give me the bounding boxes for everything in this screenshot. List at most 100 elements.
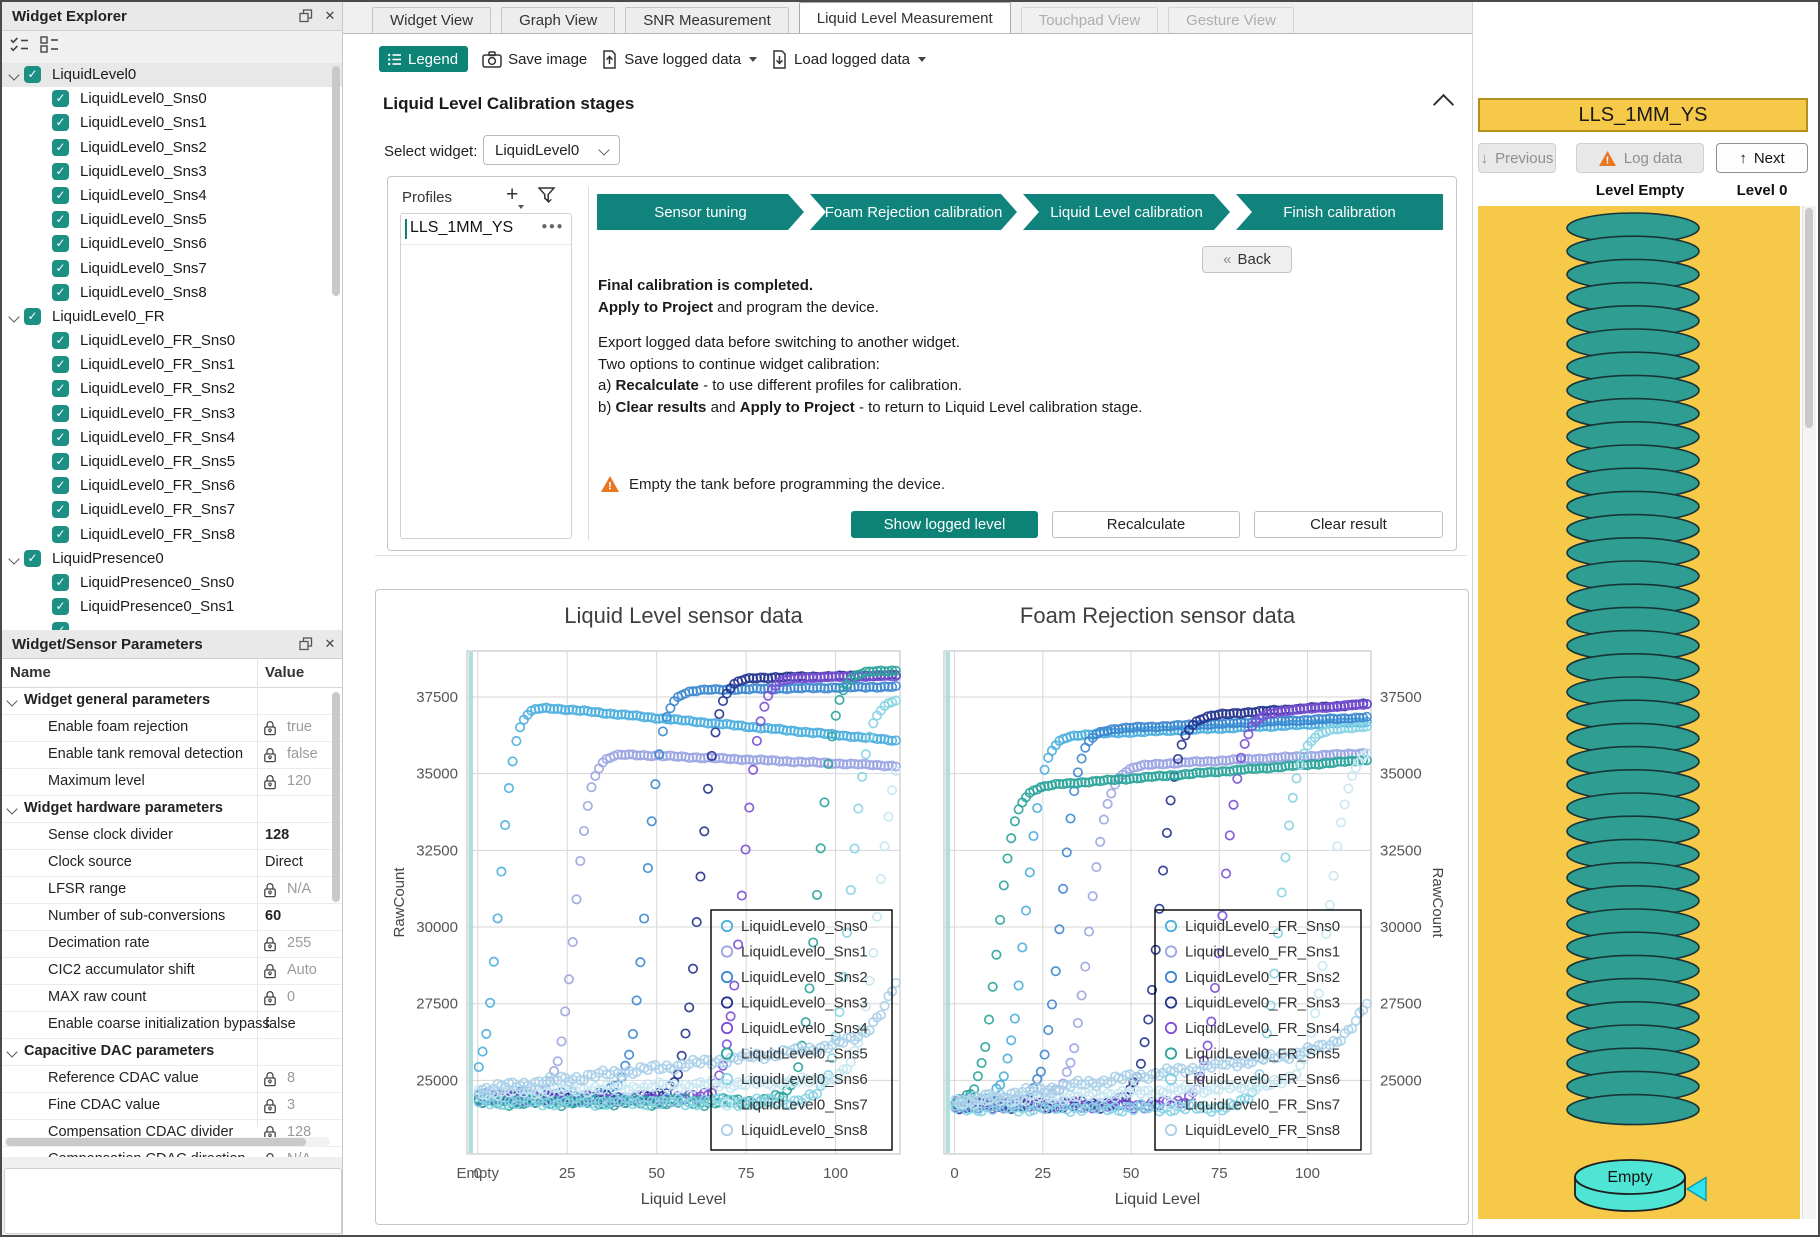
checkbox-checked-icon[interactable]: ✓ <box>52 235 69 252</box>
tab-liquid-level-measurement[interactable]: Liquid Level Measurement <box>799 2 1011 33</box>
svg-text:27500: 27500 <box>1380 996 1422 1013</box>
close-panel-icon[interactable]: ✕ <box>318 634 342 654</box>
tree-item-LiquidLevel0_Sns7[interactable]: ✓LiquidLevel0_Sns7 <box>2 257 342 281</box>
param-value[interactable]: Direct <box>265 854 303 870</box>
tree-item-LiquidLevel0_FR[interactable]: ✓LiquidLevel0_FR <box>2 305 342 329</box>
profile-item[interactable]: LLS_1MM_YS ●●● <box>401 214 571 245</box>
tree-item-LiquidLevel0_Sns2[interactable]: ✓LiquidLevel0_Sns2 <box>2 136 342 160</box>
show-logged-level-button[interactable]: Show logged level <box>851 511 1038 538</box>
svg-text:25: 25 <box>1034 1165 1051 1182</box>
tree-item-LiquidLevel0_FR_Sns3[interactable]: ✓LiquidLevel0_FR_Sns3 <box>2 402 342 426</box>
checkbox-checked-icon[interactable]: ✓ <box>52 526 69 543</box>
checkbox-checked-icon[interactable]: ✓ <box>52 405 69 422</box>
checkbox-checked-icon[interactable]: ✓ <box>52 380 69 397</box>
checkbox-checked-icon[interactable]: ✓ <box>24 66 41 83</box>
param-row-Maximum level: Maximum level120 <box>2 769 342 796</box>
tree-item-LiquidPresence0_Sns1[interactable]: ✓LiquidPresence0_Sns1 <box>2 595 342 619</box>
tree-item-LiquidLevel0_Sns3[interactable]: ✓LiquidLevel0_Sns3 <box>2 160 342 184</box>
tree-item-LiquidLevel0_FR_Sns5[interactable]: ✓LiquidLevel0_FR_Sns5 <box>2 450 342 474</box>
checkbox-checked-icon[interactable]: ✓ <box>52 501 69 518</box>
tree-item-LiquidLevel0_Sns6[interactable]: ✓LiquidLevel0_Sns6 <box>2 232 342 256</box>
float-panel-icon[interactable] <box>294 634 318 654</box>
params-hscrollbar[interactable] <box>4 1137 330 1147</box>
tree-item-LiquidLevel0_FR_Sns2[interactable]: ✓LiquidLevel0_FR_Sns2 <box>2 377 342 401</box>
widget-select-dropdown[interactable]: LiquidLevel0 <box>483 135 620 165</box>
select-widget-label: Select widget: <box>384 143 477 160</box>
svg-text:Foam Rejection sensor data: Foam Rejection sensor data <box>1020 603 1296 628</box>
param-value[interactable]: false <box>265 1016 296 1032</box>
tab-snr-measurement[interactable]: SNR Measurement <box>625 7 789 33</box>
clear-result-button[interactable]: Clear result <box>1254 511 1443 538</box>
svg-text:RawCount: RawCount <box>391 867 408 938</box>
chevron-down-icon[interactable] <box>918 57 926 62</box>
chevron-down-icon[interactable] <box>749 57 757 62</box>
tree-item-LiquidLevel0[interactable]: ✓LiquidLevel0 <box>2 63 342 87</box>
checkbox-checked-icon[interactable]: ✓ <box>52 453 69 470</box>
checkbox-checked-icon[interactable]: ✓ <box>52 622 69 630</box>
checkbox-checked-icon[interactable]: ✓ <box>52 260 69 277</box>
filter-profiles-icon[interactable] <box>538 187 557 212</box>
expander-chevron-icon[interactable] <box>6 803 17 814</box>
tree-item-LiquidLevel0_FR_Sns7[interactable]: ✓LiquidLevel0_FR_Sns7 <box>2 498 342 522</box>
param-value[interactable]: 60 <box>265 908 281 924</box>
tree-item-LiquidLevel0_FR_Sns6[interactable]: ✓LiquidLevel0_FR_Sns6 <box>2 474 342 498</box>
tree-item-partial[interactable]: ✓ <box>2 619 342 630</box>
checkbox-checked-icon[interactable]: ✓ <box>52 429 69 446</box>
expander-chevron-icon[interactable] <box>6 1046 17 1057</box>
tree-item-LiquidLevel0_Sns4[interactable]: ✓LiquidLevel0_Sns4 <box>2 184 342 208</box>
save-logged-data-button[interactable]: Save logged data <box>601 50 757 69</box>
expander-chevron-icon[interactable] <box>8 311 19 322</box>
tree-item-LiquidLevel0_FR_Sns8[interactable]: ✓LiquidLevel0_FR_Sns8 <box>2 523 342 547</box>
float-panel-icon[interactable] <box>294 6 318 26</box>
tree-item-LiquidLevel0_FR_Sns1[interactable]: ✓LiquidLevel0_FR_Sns1 <box>2 353 342 377</box>
checkbox-checked-icon[interactable]: ✓ <box>24 550 41 567</box>
tree-item-LiquidLevel0_Sns0[interactable]: ✓LiquidLevel0_Sns0 <box>2 87 342 111</box>
next-level-button[interactable]: ↑ Next <box>1716 143 1808 173</box>
checkbox-checked-icon[interactable]: ✓ <box>52 574 69 591</box>
checkbox-checked-icon[interactable]: ✓ <box>52 477 69 494</box>
profile-menu-icon[interactable]: ●●● <box>541 221 564 232</box>
tree-item-LiquidLevel0_FR_Sns4[interactable]: ✓LiquidLevel0_FR_Sns4 <box>2 426 342 450</box>
checkbox-checked-icon[interactable]: ✓ <box>52 284 69 301</box>
param-value[interactable]: 128 <box>265 827 289 843</box>
tree-toolbar <box>2 31 342 63</box>
back-button[interactable]: « Back <box>1202 246 1292 273</box>
tree-item-LiquidLevel0_Sns8[interactable]: ✓LiquidLevel0_Sns8 <box>2 281 342 305</box>
tab-graph-view[interactable]: Graph View <box>501 7 615 33</box>
check-items-icon[interactable] <box>10 36 30 59</box>
tree-item-LiquidLevel0_Sns5[interactable]: ✓LiquidLevel0_Sns5 <box>2 208 342 232</box>
collapse-items-icon[interactable] <box>40 36 60 59</box>
checkbox-checked-icon[interactable]: ✓ <box>52 163 69 180</box>
tab-widget-view[interactable]: Widget View <box>372 7 491 33</box>
previous-level-button[interactable]: ↓ Previous <box>1478 143 1556 173</box>
checkbox-checked-icon[interactable]: ✓ <box>52 90 69 107</box>
legend-button[interactable]: Legend <box>379 46 468 72</box>
checkbox-checked-icon[interactable]: ✓ <box>52 187 69 204</box>
recalculate-button[interactable]: Recalculate <box>1052 511 1240 538</box>
close-panel-icon[interactable]: ✕ <box>318 6 342 26</box>
tree-item-LiquidPresence0[interactable]: ✓LiquidPresence0 <box>2 547 342 571</box>
checkbox-checked-icon[interactable]: ✓ <box>52 114 69 131</box>
tree-item-LiquidLevel0_Sns1[interactable]: ✓LiquidLevel0_Sns1 <box>2 111 342 135</box>
param-value: false <box>287 746 318 762</box>
save-image-button[interactable]: Save image <box>482 51 587 68</box>
checkbox-checked-icon[interactable]: ✓ <box>52 598 69 615</box>
expander-chevron-icon[interactable] <box>8 553 19 564</box>
checkbox-checked-icon[interactable]: ✓ <box>52 332 69 349</box>
params-scrollbar[interactable] <box>332 692 340 902</box>
tank-scrollbar[interactable] <box>1802 206 1816 1219</box>
checkbox-checked-icon[interactable]: ✓ <box>52 356 69 373</box>
svg-text:LiquidLevel0_Sns3: LiquidLevel0_Sns3 <box>741 995 868 1012</box>
expander-chevron-icon[interactable] <box>6 695 17 706</box>
tree-item-LiquidPresence0_Sns0[interactable]: ✓LiquidPresence0_Sns0 <box>2 571 342 595</box>
checkbox-checked-icon[interactable]: ✓ <box>52 211 69 228</box>
calibration-section-title: Liquid Level Calibration stages <box>383 94 634 114</box>
tree-item-LiquidLevel0_FR_Sns0[interactable]: ✓LiquidLevel0_FR_Sns0 <box>2 329 342 353</box>
tree-scrollbar[interactable] <box>332 66 340 296</box>
checkbox-checked-icon[interactable]: ✓ <box>24 308 41 325</box>
log-data-button[interactable]: ! Log data <box>1576 143 1704 173</box>
add-profile-icon[interactable]: + <box>506 183 518 207</box>
load-logged-data-button[interactable]: Load logged data <box>771 50 926 69</box>
expander-chevron-icon[interactable] <box>8 69 19 80</box>
checkbox-checked-icon[interactable]: ✓ <box>52 139 69 156</box>
